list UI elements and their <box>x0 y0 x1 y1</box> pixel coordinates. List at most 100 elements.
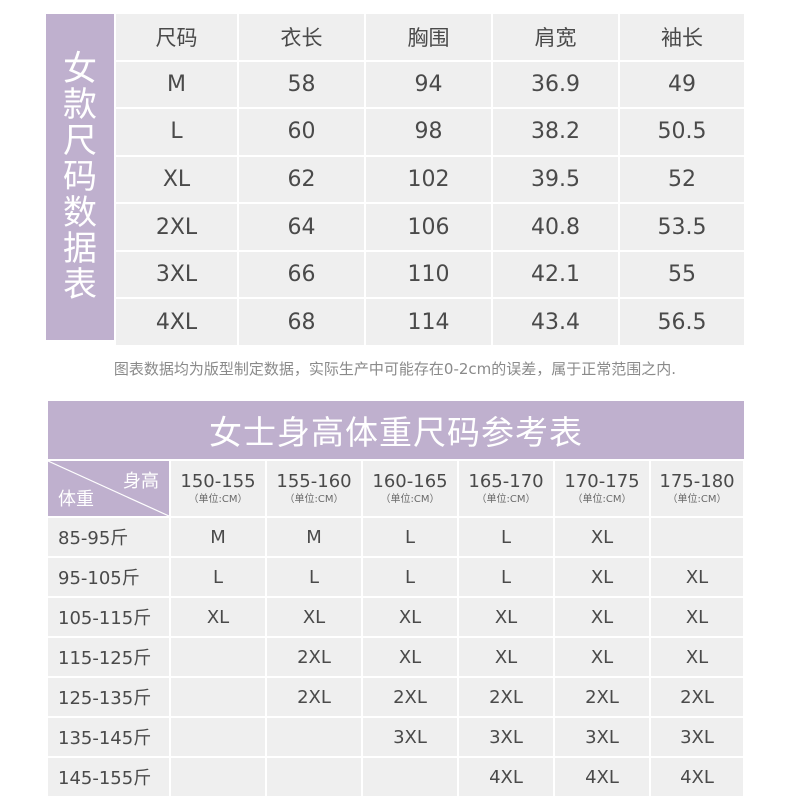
side-title-char: 据 <box>63 229 97 269</box>
measurement-cell: 40.8 <box>493 204 618 250</box>
weight-range-cell: 105-115斤 <box>48 598 169 636</box>
recommended-size-cell: 3XL <box>651 718 743 756</box>
measurement-cell: 39.5 <box>493 156 618 203</box>
recommended-size-cell: XL <box>651 638 743 676</box>
measurement-cell: 36.9 <box>493 61 618 108</box>
height-range-label: 165-170 <box>468 470 544 492</box>
size-label-cell: 2XL <box>116 204 237 250</box>
recommended-size-cell: L <box>267 558 361 596</box>
column-header: 胸围 <box>366 14 491 60</box>
measurement-cell: 68 <box>239 299 364 345</box>
height-range-header: 155-160 （单位:CM） <box>267 461 361 516</box>
measurement-cell: 50.5 <box>620 109 744 155</box>
recommended-size-cell: 2XL <box>363 678 457 716</box>
recommended-size-cell: L <box>363 518 457 556</box>
height-range-header: 175-180 （单位:CM） <box>651 461 743 516</box>
recommended-size-cell: M <box>267 518 361 556</box>
side-title-char: 款 <box>63 85 97 125</box>
measurement-cell: 114 <box>366 299 491 345</box>
measurement-cell: 43.4 <box>493 299 618 345</box>
height-unit-label: （单位:CM） <box>188 493 248 505</box>
weight-range-cell: 115-125斤 <box>48 638 169 676</box>
recommended-size-cell: L <box>363 558 457 596</box>
column-header: 衣长 <box>239 14 364 60</box>
measurement-cell: 102 <box>366 156 491 203</box>
height-range-header: 150-155 （单位:CM） <box>171 461 265 516</box>
corner-diagonal-line <box>48 461 169 516</box>
measurement-cell: 49 <box>620 61 744 108</box>
measurement-cell: 53.5 <box>620 204 744 250</box>
height-unit-label: （单位:CM） <box>284 493 344 505</box>
recommended-size-cell: 4XL <box>651 758 743 796</box>
recommended-size-cell: 3XL <box>459 718 553 756</box>
height-unit-label: （单位:CM） <box>476 493 536 505</box>
measurement-cell: 106 <box>366 204 491 250</box>
measurement-cell: 56.5 <box>620 299 744 345</box>
recommended-size-cell: XL <box>651 598 743 636</box>
height-range-header: 160-165 （单位:CM） <box>363 461 457 516</box>
recommended-size-cell <box>651 518 743 556</box>
recommended-size-cell: L <box>171 558 265 596</box>
recommended-size-cell: 2XL <box>651 678 743 716</box>
recommended-size-cell: 2XL <box>459 678 553 716</box>
recommended-size-cell: XL <box>267 598 361 636</box>
height-range-label: 170-175 <box>564 470 640 492</box>
size-label-cell: 4XL <box>116 299 237 345</box>
recommended-size-cell: L <box>459 558 553 596</box>
recommended-size-cell: 2XL <box>267 678 361 716</box>
height-range-header: 170-175 （单位:CM） <box>555 461 649 516</box>
measurement-cell: 55 <box>620 251 744 298</box>
women-size-side-title: 女 款 尺 码 数 据 表 <box>46 14 114 340</box>
recommended-size-cell: XL <box>363 598 457 636</box>
corner-height-label: 身高 <box>123 471 159 492</box>
height-range-label: 150-155 <box>180 470 256 492</box>
measurement-cell: 38.2 <box>493 109 618 155</box>
column-header: 肩宽 <box>493 14 618 60</box>
weight-range-cell: 95-105斤 <box>48 558 169 596</box>
recommended-size-cell <box>171 678 265 716</box>
column-header: 袖长 <box>620 14 744 60</box>
recommended-size-cell: XL <box>555 598 649 636</box>
recommended-size-cell: L <box>459 518 553 556</box>
recommended-size-cell: XL <box>171 598 265 636</box>
recommended-size-cell <box>171 718 265 756</box>
height-unit-label: （单位:CM） <box>572 493 632 505</box>
measurement-cell: 42.1 <box>493 251 618 298</box>
recommended-size-cell: 4XL <box>459 758 553 796</box>
size-label-cell: 3XL <box>116 251 237 298</box>
side-title-char: 表 <box>63 265 97 305</box>
measurement-cell: 64 <box>239 204 364 250</box>
weight-range-cell: 145-155斤 <box>48 758 169 796</box>
side-title-char: 码 <box>63 157 97 197</box>
recommended-size-cell: XL <box>555 638 649 676</box>
recommended-size-cell: XL <box>555 558 649 596</box>
measurement-cell: 98 <box>366 109 491 155</box>
measurement-cell: 58 <box>239 61 364 108</box>
size-label-cell: L <box>116 109 237 155</box>
recommended-size-cell: 3XL <box>555 718 649 756</box>
table-corner-header: 身高 体重 <box>48 461 169 516</box>
recommended-size-cell: 4XL <box>555 758 649 796</box>
measurement-cell: 66 <box>239 251 364 298</box>
height-range-label: 160-165 <box>372 470 448 492</box>
corner-weight-label: 体重 <box>58 489 94 510</box>
recommended-size-cell <box>363 758 457 796</box>
measurement-cell: 94 <box>366 61 491 108</box>
recommended-size-cell: 2XL <box>555 678 649 716</box>
recommended-size-cell: M <box>171 518 265 556</box>
recommended-size-cell <box>267 718 361 756</box>
side-title-char: 数 <box>63 193 97 233</box>
height-range-label: 155-160 <box>276 470 352 492</box>
recommended-size-cell: XL <box>459 638 553 676</box>
measurement-cell: 52 <box>620 156 744 203</box>
recommended-size-cell <box>171 638 265 676</box>
height-unit-label: （单位:CM） <box>667 493 727 505</box>
side-title-char: 尺 <box>63 121 97 161</box>
weight-range-cell: 135-145斤 <box>48 718 169 756</box>
measurement-cell: 60 <box>239 109 364 155</box>
recommended-size-cell: XL <box>651 558 743 596</box>
recommended-size-cell: 3XL <box>363 718 457 756</box>
side-title-char: 女 <box>63 49 97 89</box>
measurement-cell: 62 <box>239 156 364 203</box>
recommended-size-cell: XL <box>555 518 649 556</box>
